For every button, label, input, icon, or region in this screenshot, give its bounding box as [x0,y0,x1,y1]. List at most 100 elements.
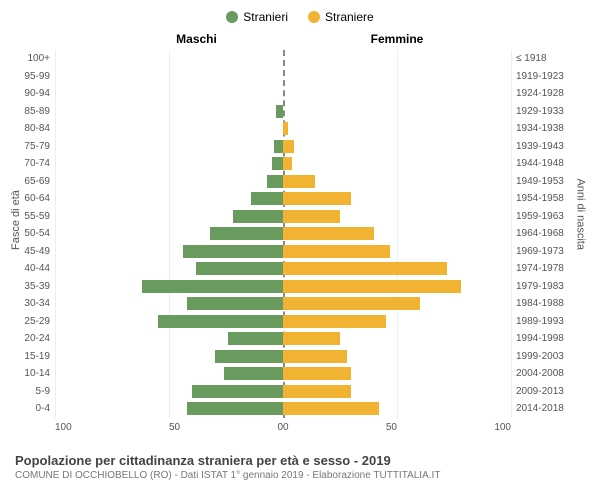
age-label: 65-69 [15,173,50,191]
x-tick: 0 [283,422,289,433]
bar-male [158,315,283,328]
birth-year-label: 1949-1953 [516,173,571,191]
legend-label-male: Stranieri [243,10,288,24]
birth-year-label: 1959-1963 [516,208,571,226]
birth-year-label: 1924-1928 [516,85,571,103]
y-axis-title-right: Anni di nascita [575,178,587,250]
pyramid-row [55,400,511,418]
x-axis-left: 100500 [55,422,283,433]
bar-female [283,245,390,258]
bar-female [283,367,351,380]
bar-male [196,262,283,275]
bar-male [210,227,283,240]
age-label: 80-84 [15,120,50,138]
bar-male [233,210,283,223]
x-tick: 50 [386,422,397,433]
birth-year-label: 1999-2003 [516,348,571,366]
age-label: 70-74 [15,155,50,173]
bar-female [283,332,340,345]
bar-male [267,175,283,188]
age-label: 95-99 [15,68,50,86]
legend-label-female: Straniere [325,10,374,24]
pyramid-row [55,225,511,243]
pyramid-row [55,348,511,366]
pyramid-row [55,103,511,121]
footer-subtitle: COMUNE DI OCCHIOBELLO (RO) - Dati ISTAT … [15,470,585,481]
birth-year-label: 1964-1968 [516,225,571,243]
age-label: 100+ [15,50,50,68]
bar-male [251,192,283,205]
bar-female [283,140,294,153]
age-label: 25-29 [15,313,50,331]
birth-year-label: 1939-1943 [516,138,571,156]
pyramid-row [55,68,511,86]
bar-female [283,157,292,170]
bar-female [283,315,386,328]
birth-year-label: 1954-1958 [516,190,571,208]
y-axis-title-left: Fasce di età [10,190,22,250]
pyramid-row [55,155,511,173]
pyramid-row [55,260,511,278]
pyramid-row [55,208,511,226]
birth-year-label: 2009-2013 [516,383,571,401]
pyramid-row [55,85,511,103]
birth-year-label: 1934-1938 [516,120,571,138]
age-label: 35-39 [15,278,50,296]
bar-male [183,245,283,258]
pyramid-row [55,295,511,313]
bar-male [276,105,283,118]
birth-year-label: 1994-1998 [516,330,571,348]
age-label: 10-14 [15,365,50,383]
bar-female [283,350,347,363]
legend: Stranieri Straniere [15,10,585,24]
bar-female [283,175,315,188]
bar-female [283,297,420,310]
age-label: 20-24 [15,330,50,348]
y-axis-birth: ≤ 19181919-19231924-19281929-19331934-19… [511,50,571,418]
bar-female [283,280,461,293]
x-axis: 100500 050100 [15,422,585,433]
bar-male [187,402,283,415]
chart-footer: Popolazione per cittadinanza straniera p… [15,453,585,481]
age-label: 40-44 [15,260,50,278]
bar-male [192,385,283,398]
pyramid-row [55,278,511,296]
pyramid-row [55,138,511,156]
age-label: 15-19 [15,348,50,366]
birth-year-label: ≤ 1918 [516,50,571,68]
birth-year-label: 1944-1948 [516,155,571,173]
bar-male [187,297,283,310]
age-label: 5-9 [15,383,50,401]
header-female: Femmine [283,32,511,46]
bar-female [283,262,447,275]
age-label: 30-34 [15,295,50,313]
birth-year-label: 1919-1923 [516,68,571,86]
x-axis-right: 050100 [283,422,511,433]
pyramid-row [55,190,511,208]
birth-year-label: 1984-1988 [516,295,571,313]
chart-body: Fasce di età Anni di nascita 100+95-9990… [15,50,585,418]
bar-female [283,210,340,223]
legend-item-male: Stranieri [226,10,288,24]
pyramid-row [55,50,511,68]
pyramid-row [55,313,511,331]
bar-male [142,280,283,293]
pyramid-row [55,383,511,401]
age-label: 90-94 [15,85,50,103]
pyramid-row [55,173,511,191]
footer-title: Popolazione per cittadinanza straniera p… [15,453,585,468]
legend-swatch-female [308,11,320,23]
bar-female [283,402,379,415]
bar-male [274,140,283,153]
pyramid-row [55,330,511,348]
birth-year-label: 2004-2008 [516,365,571,383]
age-label: 0-4 [15,400,50,418]
birth-year-label: 1969-1973 [516,243,571,261]
pyramid-row [55,120,511,138]
bar-male [228,332,283,345]
column-headers: Maschi Femmine [15,32,585,46]
pyramid-row [55,243,511,261]
bar-male [224,367,283,380]
plot-area [55,50,511,418]
bar-female [283,227,374,240]
